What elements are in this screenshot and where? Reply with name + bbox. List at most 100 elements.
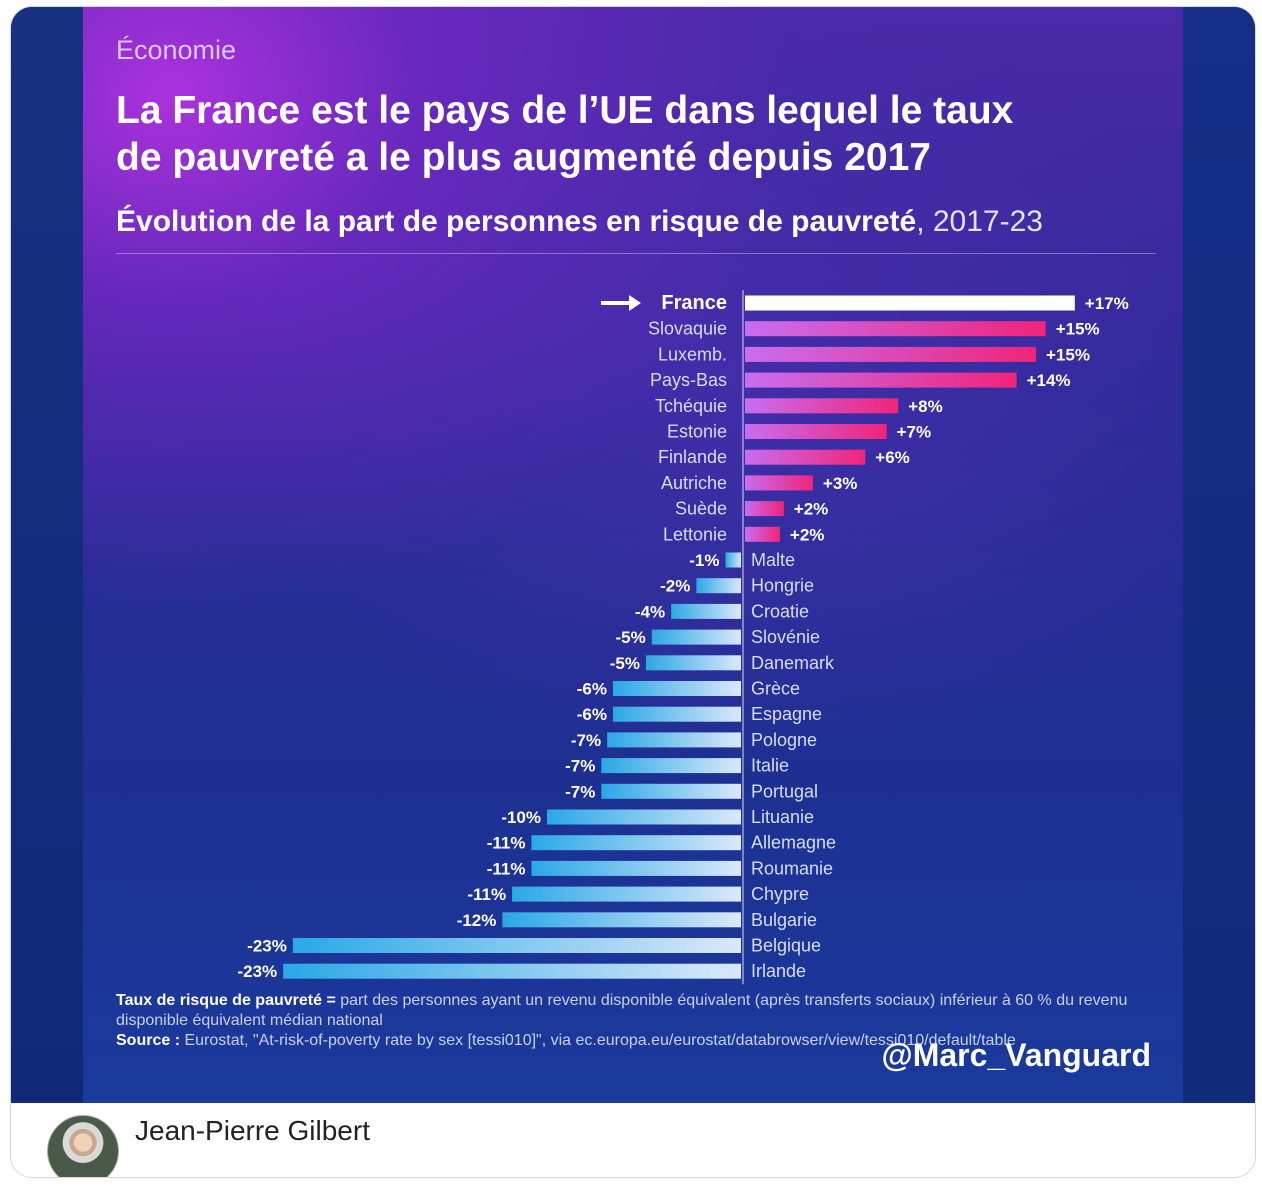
value-label: -10% <box>501 808 541 827</box>
bar-18 <box>601 758 741 774</box>
value-label: -7% <box>565 757 595 776</box>
bar-9 <box>745 526 780 542</box>
value-label: +15% <box>1056 320 1100 339</box>
bar-11 <box>696 578 741 594</box>
value-label: +2% <box>794 500 829 519</box>
value-label: +2% <box>790 525 825 544</box>
author-bar: Jean-Pierre Gilbert <box>11 1103 1255 1177</box>
value-label: -12% <box>457 911 497 930</box>
bar-14 <box>645 655 741 671</box>
bar-6 <box>745 449 866 465</box>
post-frame: Économie La France est le pays de l’UE d… <box>10 6 1256 1178</box>
value-label: -11% <box>487 859 526 878</box>
bar-19 <box>601 783 741 799</box>
category-label: Belgique <box>751 936 821 956</box>
category-label: Pays-Bas <box>650 370 727 390</box>
side-panel-right <box>1183 7 1255 1103</box>
value-label: -2% <box>660 577 690 596</box>
bar-10 <box>725 552 741 568</box>
source-text: Eurostat, "At-risk-of-poverty rate by se… <box>180 1032 1016 1049</box>
value-label: +6% <box>875 448 910 467</box>
category-label: Suède <box>675 499 727 519</box>
bar-12 <box>671 603 741 619</box>
category-label: Italie <box>751 756 789 776</box>
category-label: Slovénie <box>751 627 820 647</box>
headline-line-1: La France est le pays de l’UE dans leque… <box>116 89 1014 132</box>
headline-line-2: de pauvreté a le plus augmenté depuis 20… <box>116 136 931 179</box>
bar-22 <box>531 860 741 876</box>
author-name[interactable]: Jean-Pierre Gilbert <box>135 1115 370 1146</box>
value-label: -6% <box>577 680 607 699</box>
value-label: +7% <box>897 423 932 442</box>
bar-0 <box>745 295 1075 311</box>
category-label: Irlande <box>751 961 806 981</box>
value-label: -7% <box>571 731 601 750</box>
bar-4 <box>745 398 899 414</box>
value-label: -5% <box>610 654 640 673</box>
category-label: Malte <box>751 550 795 570</box>
bar-21 <box>531 835 741 851</box>
category-label: Tchéquie <box>655 396 727 416</box>
value-label: -5% <box>616 628 646 647</box>
footnote-text: part des personnes ayant un revenu dispo… <box>116 992 1128 1029</box>
category-label: Chypre <box>751 884 809 904</box>
bar-13 <box>651 629 741 645</box>
category-label: Pologne <box>751 730 817 750</box>
bar-7 <box>745 475 813 491</box>
category-label: Hongrie <box>751 576 814 596</box>
category-label: Lettonie <box>663 524 727 544</box>
value-label: +8% <box>908 397 943 416</box>
value-label: -11% <box>487 834 526 853</box>
footnote: Taux de risque de pauvreté = part des pe… <box>116 991 1156 1051</box>
category-label: Espagne <box>751 704 822 724</box>
value-label: +17% <box>1085 294 1129 313</box>
value-label: +14% <box>1027 371 1071 390</box>
category-label: Allemagne <box>751 833 836 853</box>
bar-1 <box>745 321 1046 337</box>
arrow-right-icon <box>601 295 641 311</box>
category-label: Bulgarie <box>751 910 817 930</box>
category-label: Roumanie <box>751 858 833 878</box>
bar-15 <box>612 681 741 696</box>
infographic: Économie La France est le pays de l’UE d… <box>83 7 1183 1103</box>
bar-26 <box>283 963 741 979</box>
category-label: Finlande <box>658 447 727 467</box>
category-label: Danemark <box>751 653 835 673</box>
value-label: -6% <box>577 705 607 724</box>
category-label: Estonie <box>667 422 727 442</box>
subtitle-years: , 2017-23 <box>916 205 1043 238</box>
bar-3 <box>745 372 1017 388</box>
bar-17 <box>607 732 741 748</box>
bar-chart: France +17% Slovaquie +15% Luxemb. +15% Pays-B… <box>237 290 1129 985</box>
bar-25 <box>292 938 741 953</box>
bar-24 <box>502 912 741 928</box>
kicker: Économie <box>116 35 237 65</box>
subtitle-main: Évolution de la part de personnes en ris… <box>116 205 917 238</box>
value-label: -11% <box>467 885 506 904</box>
headline: La France est le pays de l’UE dans leque… <box>116 87 1176 181</box>
category-label: Portugal <box>751 781 818 801</box>
category-label: Grèce <box>751 679 800 699</box>
value-label: -4% <box>635 602 665 621</box>
category-label: France <box>661 292 727 314</box>
bar-2 <box>745 346 1036 362</box>
category-label: Autriche <box>661 473 727 493</box>
infographic-card: Économie La France est le pays de l’UE d… <box>11 7 1255 1103</box>
value-label: -7% <box>565 782 595 801</box>
category-label: Croatie <box>751 601 809 621</box>
bar-20 <box>547 809 741 825</box>
author-handle: @Marc_Vanguard <box>881 1037 1151 1073</box>
value-label: -1% <box>689 551 719 570</box>
value-label: +15% <box>1046 345 1090 364</box>
footnote-label: Taux de risque de pauvreté = <box>116 992 336 1009</box>
bar-16 <box>612 706 741 722</box>
avatar[interactable] <box>47 1115 119 1177</box>
value-label: +3% <box>823 474 858 493</box>
chart-subtitle: Évolution de la part de personnes en ris… <box>116 205 1043 239</box>
divider <box>116 253 1156 254</box>
category-label: Lituanie <box>751 807 814 827</box>
value-label: -23% <box>247 937 287 956</box>
bar-8 <box>745 501 784 517</box>
side-panel-left <box>11 7 83 1103</box>
value-label: -23% <box>237 962 277 981</box>
